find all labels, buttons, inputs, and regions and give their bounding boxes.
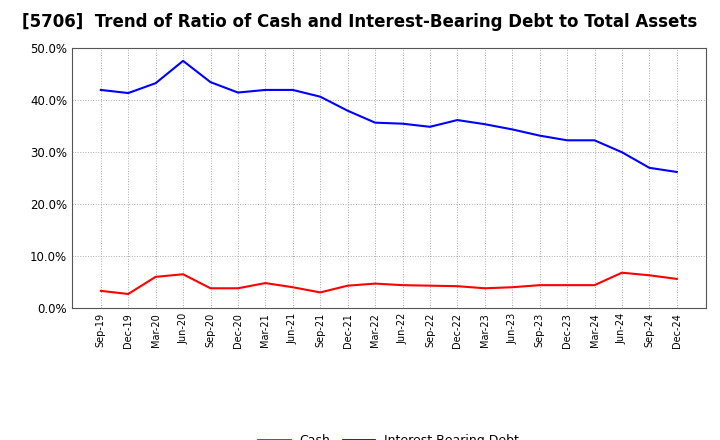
Legend: Cash, Interest-Bearing Debt: Cash, Interest-Bearing Debt — [253, 429, 524, 440]
Cash — [618, 270, 626, 275]
Cash — [563, 282, 572, 288]
Interest-Bearing Debt — [398, 121, 407, 126]
Cash — [96, 288, 105, 293]
Interest-Bearing Debt — [480, 121, 489, 127]
Cash — [371, 281, 379, 286]
Cash — [206, 286, 215, 291]
Cash — [508, 285, 516, 290]
Cash — [289, 285, 297, 290]
Cash — [453, 283, 462, 289]
Line: Cash: Cash — [101, 273, 677, 294]
Cash — [343, 283, 352, 288]
Interest-Bearing Debt — [233, 90, 242, 95]
Cash — [124, 291, 132, 297]
Interest-Bearing Debt — [645, 165, 654, 170]
Interest-Bearing Debt — [96, 87, 105, 92]
Cash — [316, 290, 325, 295]
Interest-Bearing Debt — [289, 87, 297, 92]
Interest-Bearing Debt — [426, 124, 434, 129]
Interest-Bearing Debt — [151, 81, 160, 86]
Interest-Bearing Debt — [316, 94, 325, 99]
Cash — [233, 286, 242, 291]
Cash — [672, 276, 681, 282]
Interest-Bearing Debt — [453, 117, 462, 123]
Interest-Bearing Debt — [179, 58, 187, 63]
Interest-Bearing Debt — [536, 133, 544, 138]
Cash — [536, 282, 544, 288]
Cash — [480, 286, 489, 291]
Cash — [261, 280, 270, 286]
Cash — [645, 273, 654, 278]
Cash — [398, 282, 407, 288]
Cash — [179, 271, 187, 277]
Interest-Bearing Debt — [206, 80, 215, 85]
Text: [5706]  Trend of Ratio of Cash and Interest-Bearing Debt to Total Assets: [5706] Trend of Ratio of Cash and Intere… — [22, 13, 698, 31]
Interest-Bearing Debt — [672, 169, 681, 175]
Interest-Bearing Debt — [508, 127, 516, 132]
Cash — [590, 282, 599, 288]
Interest-Bearing Debt — [371, 120, 379, 125]
Interest-Bearing Debt — [261, 87, 270, 92]
Interest-Bearing Debt — [563, 138, 572, 143]
Interest-Bearing Debt — [343, 108, 352, 114]
Line: Interest-Bearing Debt: Interest-Bearing Debt — [101, 61, 677, 172]
Interest-Bearing Debt — [124, 90, 132, 95]
Interest-Bearing Debt — [590, 138, 599, 143]
Cash — [426, 283, 434, 288]
Cash — [151, 274, 160, 279]
Interest-Bearing Debt — [618, 150, 626, 155]
